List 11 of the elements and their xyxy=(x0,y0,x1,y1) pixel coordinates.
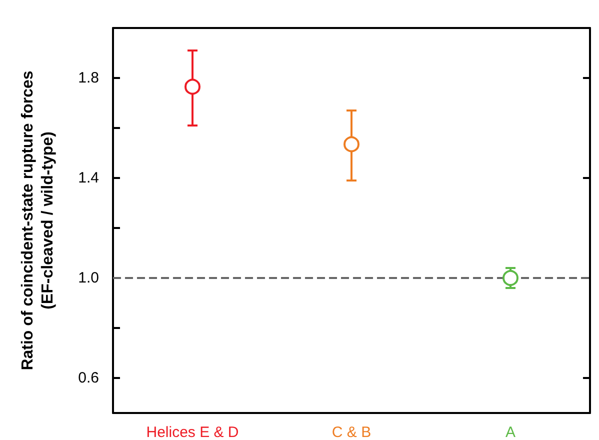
point xyxy=(184,78,200,95)
y-tick-label: 0.6 xyxy=(78,370,99,386)
y-tick-label: 1.8 xyxy=(78,70,99,86)
y-tick-label: 1.4 xyxy=(78,170,99,186)
y-axis-title: Ratio of coincident-state rupture forces (EF-cleaved / wild-type) xyxy=(20,70,56,370)
point xyxy=(502,270,518,286)
x-tick-label: A xyxy=(505,424,516,440)
x-tick-label: C & B xyxy=(332,424,372,440)
x-tick-label: Helices E & D xyxy=(146,424,239,440)
point xyxy=(344,136,360,152)
y-tick-label: 1.0 xyxy=(78,270,99,286)
